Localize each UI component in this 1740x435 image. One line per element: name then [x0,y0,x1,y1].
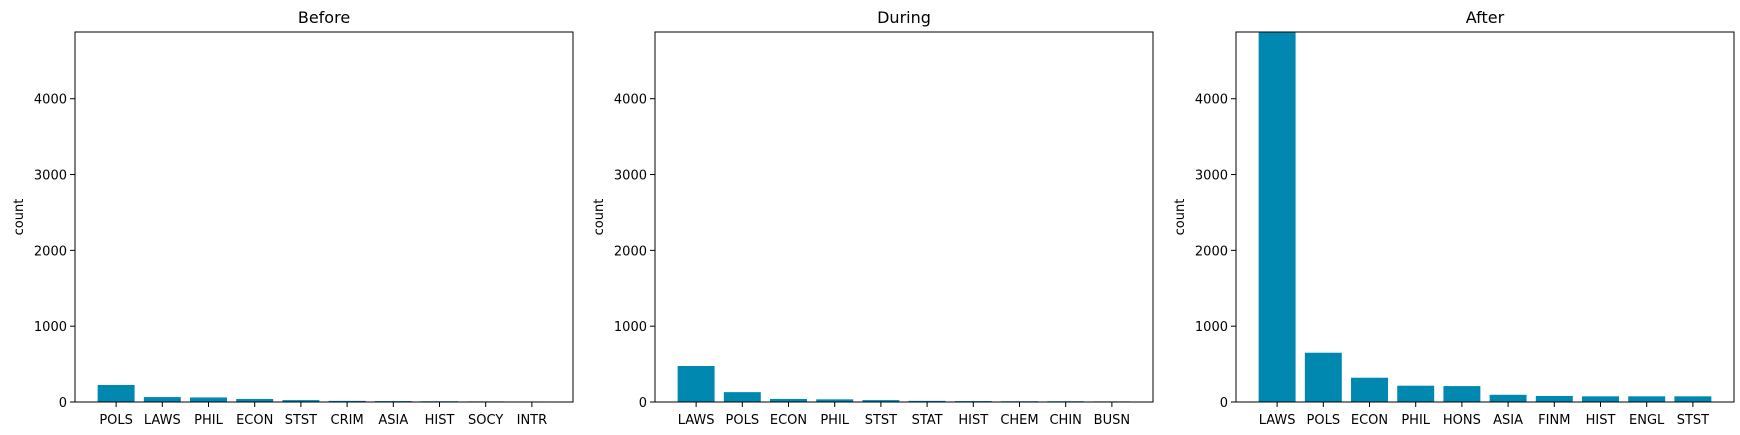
x-tick-label: CHEM [1000,413,1038,428]
x-tick-label: LAWS [1259,413,1296,428]
bar-stst [1674,396,1712,402]
x-tick-label: HIST [1586,413,1616,428]
bar-econ [1351,377,1388,402]
chart-panel-1: 0 1000 2000 3000 4000 POLS LAWS PHIL ECON STST CRI… [12,8,574,428]
bar-phil [190,397,227,402]
x-tick-label: STAT [912,413,943,428]
x-tick-label: POLS [1307,413,1341,428]
bar-pols [1304,352,1342,402]
bar-econ [770,398,807,402]
x-tick-label: SOCY [468,413,503,428]
x-tick-label: ASIA [378,413,408,428]
y-tick-label: 3000 [614,169,647,184]
bar-asia [1489,394,1527,402]
x-tick-label: HIST [425,413,455,428]
bar-laws [143,397,181,402]
x-tick-label: PHIL [1401,413,1430,428]
x-tick-label: ASIA [1493,413,1523,428]
bar-laws [1258,32,1296,402]
y-tick-label: 1000 [34,320,67,335]
bar-laws [677,365,715,402]
y-tick-label: 4000 [1195,93,1228,108]
y-tick-label: 1000 [614,320,647,335]
y-tick-label: 4000 [614,93,647,108]
x-tick-label: ECON [770,413,807,428]
axes-frame [654,31,1154,403]
y-tick-label: 2000 [1195,244,1228,259]
bar-stat [908,400,946,402]
y-axis-label: count [592,199,607,236]
chart-title: After [1466,8,1505,27]
bar-pols [723,392,761,402]
x-tick-label: PHIL [820,413,849,428]
y-tick-label: 2000 [34,244,67,259]
x-tick-label: POLS [726,413,760,428]
bar-engl [1628,396,1666,402]
y-tick-label: 3000 [1195,169,1228,184]
bar-stst [282,400,320,402]
chart-panel-2: 0 1000 2000 3000 4000 LAWS POLS ECON PHIL STST STA… [592,8,1154,428]
y-tick-label: 4000 [34,93,67,108]
bar-phil [1397,385,1435,402]
bar-stst [862,400,900,402]
y-axis-label: count [1173,199,1188,236]
x-tick-label: ENGL [1629,413,1665,428]
y-tick-label: 0 [59,396,67,411]
x-tick-label: LAWS [678,413,715,428]
bar-econ [236,398,274,402]
y-tick-label: 2000 [614,244,647,259]
x-tick-label: ECON [1351,413,1388,428]
chart-title: Before [298,8,350,27]
x-tick-label: LAWS [144,413,181,428]
x-tick-label: CHIN [1049,413,1081,428]
chart-panel-3: 0 1000 2000 3000 4000 LAWS POLS ECON PHIL HONS ASI… [1173,8,1735,428]
x-tick-label: HONS [1443,413,1481,428]
bar-crim [328,400,366,402]
y-tick-label: 3000 [34,169,67,184]
x-tick-label: BUSN [1094,413,1130,428]
y-tick-label: 1000 [1195,320,1228,335]
x-tick-label: HIST [958,413,988,428]
x-tick-label: STST [1677,413,1709,428]
x-tick-label: ECON [236,413,273,428]
bar-phil [816,399,854,402]
chart-title: During [877,8,931,27]
x-tick-label: POLS [99,413,133,428]
x-tick-label: FINM [1538,413,1570,428]
x-tick-label: PHIL [194,413,223,428]
x-tick-label: CRIM [331,413,364,428]
bar-hons [1443,386,1481,402]
y-tick-label: 0 [1220,396,1228,411]
bar-finm [1535,395,1573,402]
x-tick-label: STST [285,413,317,428]
y-axis-label: count [12,199,27,236]
axes-frame [1235,31,1735,403]
bar-pols [97,384,135,402]
x-tick-label: INTR [517,413,548,428]
y-tick-label: 0 [639,396,647,411]
x-tick-label: STST [865,413,897,428]
bar-hist [1582,396,1619,402]
axes-frame [74,31,574,403]
